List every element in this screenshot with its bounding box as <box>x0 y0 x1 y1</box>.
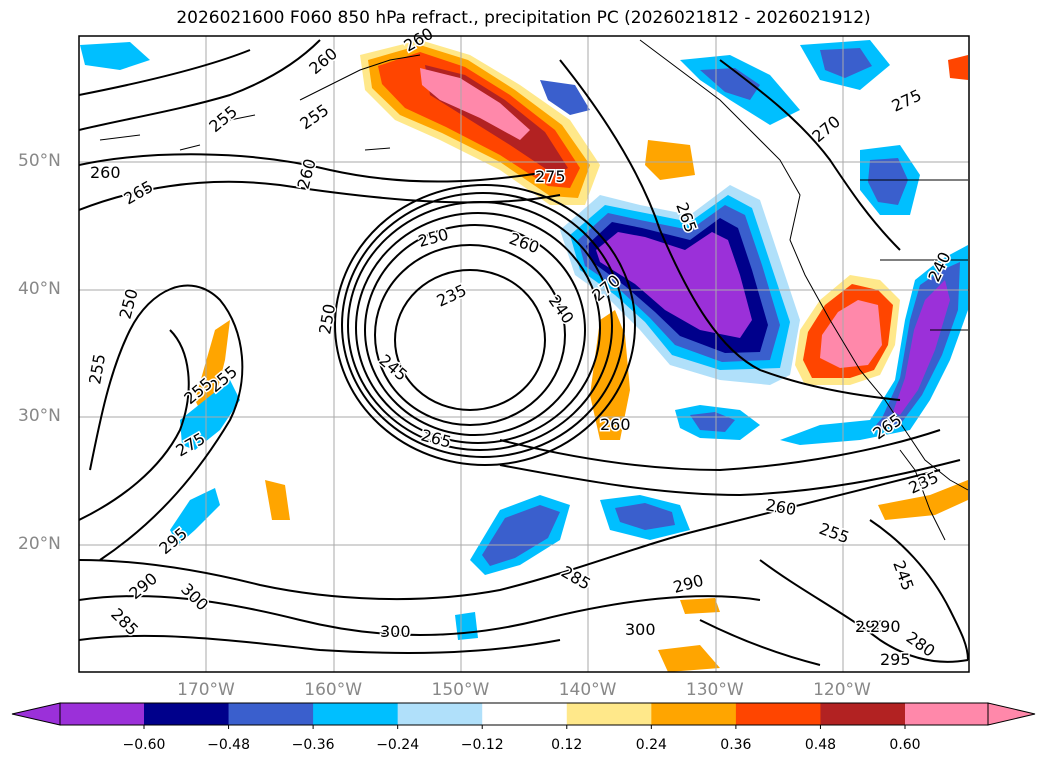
colorbar-segment <box>905 703 989 725</box>
lat-label: 30°N <box>18 406 61 426</box>
colorbar-extend-left <box>11 702 61 726</box>
contour-label: 255 <box>85 352 109 385</box>
colorbar-segment <box>397 703 483 725</box>
colorbar-segment <box>566 703 652 725</box>
coastlines <box>99 39 969 541</box>
colorbar-tick-label: −0.48 <box>207 737 250 753</box>
colorbar <box>11 702 1036 729</box>
contour-label: 260 <box>600 415 631 434</box>
lon-label: 170°W <box>177 680 235 700</box>
contour-label: 260 <box>90 163 121 182</box>
lon-label: 160°W <box>304 680 363 700</box>
map-title: 2026021600 F060 850 hPa refract., precip… <box>176 8 871 28</box>
colorbar-tick-label: 0.36 <box>720 737 752 753</box>
lat-label: 20°N <box>18 533 61 554</box>
lon-label: 120°W <box>813 680 871 700</box>
colorbar-segment <box>482 703 568 725</box>
lat-label: 40°N <box>18 278 61 299</box>
contour-label: 300 <box>380 622 411 641</box>
colorbar-frame <box>59 702 989 726</box>
map-frame <box>78 35 970 673</box>
colorbar-segment <box>313 703 399 725</box>
grid-lines <box>79 36 969 672</box>
colorbar-extend-right <box>987 702 1036 726</box>
colorbar-tick-label: −0.24 <box>376 737 420 753</box>
contour-label: 290 <box>855 617 886 636</box>
colorbar-tick-label: 0.12 <box>551 737 583 753</box>
lon-label: 130°W <box>685 680 744 700</box>
lat-label: 50°N <box>18 151 61 171</box>
colorbar-segment <box>228 703 314 725</box>
colorbar-tick-label: −0.60 <box>122 737 166 753</box>
colorbar-segment <box>144 703 230 725</box>
colorbar-tick-label: 0.48 <box>804 737 837 753</box>
colorbar-segment <box>735 703 821 725</box>
precip-shading <box>80 40 968 672</box>
contour-label: 275 <box>535 167 566 186</box>
lon-label: 150°W <box>431 680 490 700</box>
contour-label: 300 <box>625 620 656 639</box>
colorbar-tick-label: 0.24 <box>635 737 667 753</box>
colorbar-tick-label: 0.60 <box>889 737 921 753</box>
lon-label: 140°W <box>558 680 617 700</box>
colorbar-segment <box>60 703 145 725</box>
colorbar-segment <box>820 703 906 725</box>
contour-label: 295 <box>880 650 911 669</box>
refractivity-contours <box>79 39 969 666</box>
colorbar-segment <box>651 703 737 725</box>
contour-label: 290 <box>870 617 901 636</box>
colorbar-tick-label: −0.36 <box>291 737 335 753</box>
colorbar-tick-label: −0.12 <box>460 737 504 753</box>
